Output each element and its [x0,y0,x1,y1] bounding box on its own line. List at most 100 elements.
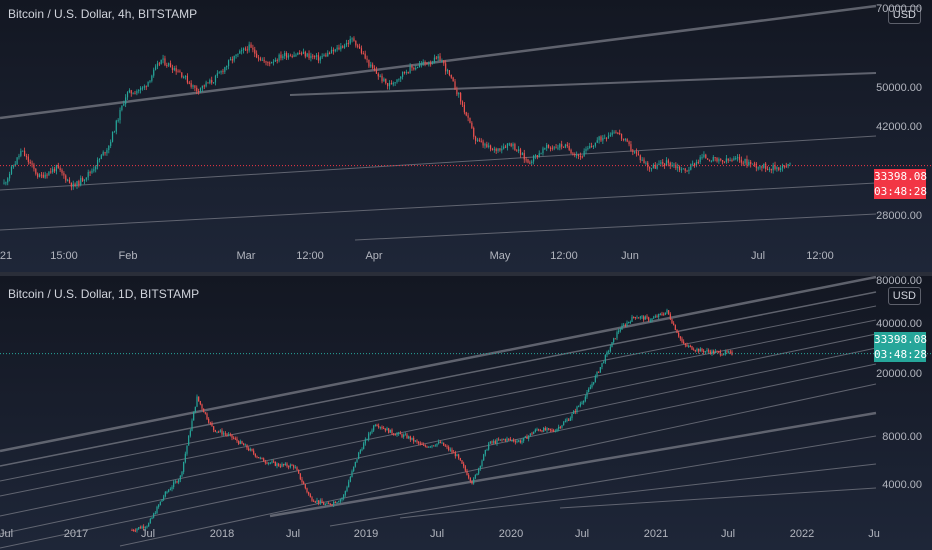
candle-body [29,161,31,164]
candle-body [296,467,298,471]
candle-body [688,345,690,347]
pane-divider[interactable] [0,272,932,276]
candle-body [512,143,514,147]
candle-body [383,78,385,82]
candle-body [78,181,80,186]
candle-body [360,48,363,54]
candle-body [724,351,726,355]
candle-body [160,59,162,64]
candle-body [774,165,776,169]
candle-body [153,513,155,518]
candle-body [598,371,600,373]
candle-body [82,178,84,181]
candle-body [723,161,726,163]
candle-body [711,350,713,354]
currency-button[interactable]: USD [887,287,921,305]
candle-body [469,477,471,482]
candle-body [559,144,561,148]
candle-body [121,105,123,111]
candle-body [310,55,312,58]
candle-body [499,439,501,441]
candle-body [407,71,409,73]
candle-body [523,437,525,441]
candle-body [787,164,789,167]
candle-body [219,430,221,432]
candle-body [635,151,638,154]
trend-line [0,319,877,497]
candle-body [609,134,611,136]
y-tick-label: 28000.00 [876,210,922,222]
candle-body [266,462,268,464]
candle-body [478,139,480,141]
candle-body [405,71,407,73]
currency-button[interactable]: USD [887,6,921,24]
candle-body [332,49,334,52]
candle-body [136,528,138,531]
candle-body [436,443,438,446]
candle-body [411,66,413,68]
candle-body [574,411,576,413]
candle-body [192,85,194,87]
candle-body [486,449,488,451]
candle-body [772,165,774,171]
candle-body [55,165,57,172]
candle-body [324,504,326,506]
candle-body [113,131,116,133]
candle-body [644,316,646,320]
candle-body [91,170,93,173]
chart-pane-1d[interactable]: Bitcoin / U.S. Dollar, 1D, BITSTAMP USD … [0,275,932,550]
candle-body [406,434,408,439]
x-tick-label: Jul [140,528,156,540]
candle-body [392,82,394,85]
candle-body [516,441,518,443]
candle-body [151,517,153,519]
candle-body [709,351,711,354]
candle-body [173,68,175,70]
candle-body [359,450,361,453]
candle-body [139,527,141,529]
chart-canvas-4h[interactable] [0,0,932,272]
candle-body [344,491,346,495]
trend-line [119,383,877,547]
candle-body [573,411,575,414]
candle-body [279,465,281,467]
candle-body [50,171,52,173]
candle-body [253,450,255,454]
candle-body [484,144,486,146]
candle-body [753,163,756,165]
candle-body [628,141,630,145]
candle-body [678,166,681,170]
candle-body [216,73,218,76]
candle-body [592,145,595,147]
candle-body [199,401,201,405]
candle-body [246,49,248,51]
candle-body [421,443,423,445]
x-tick-label: 12:00 [806,250,834,262]
candle-body [347,42,349,44]
candle-body [506,143,509,148]
x-tick-label: 2018 [209,528,235,540]
candle-body [221,430,223,435]
chart-pane-4h[interactable]: Bitcoin / U.S. Dollar, 4h, BITSTAMP USD … [0,0,932,272]
candle-body [209,422,211,424]
candle-body [229,434,231,436]
candle-body [130,90,132,94]
x-tick-label: Jul [720,528,736,540]
candle-body [538,429,540,431]
candle-body [593,382,595,384]
candle-body [439,441,441,443]
candle-body [531,433,533,435]
candle-body [513,439,515,442]
chart-canvas-1d[interactable] [0,276,932,550]
candle-body [581,402,583,404]
candle-body [373,425,375,431]
last-price: 33398.08 [874,333,927,346]
candle-body [164,58,166,66]
candle-body [186,445,188,454]
candle-body [683,341,685,344]
trend-line [0,305,877,482]
candle-body [333,501,335,505]
candle-body [559,426,561,428]
candle-body [314,56,316,58]
candle-body [675,164,677,169]
